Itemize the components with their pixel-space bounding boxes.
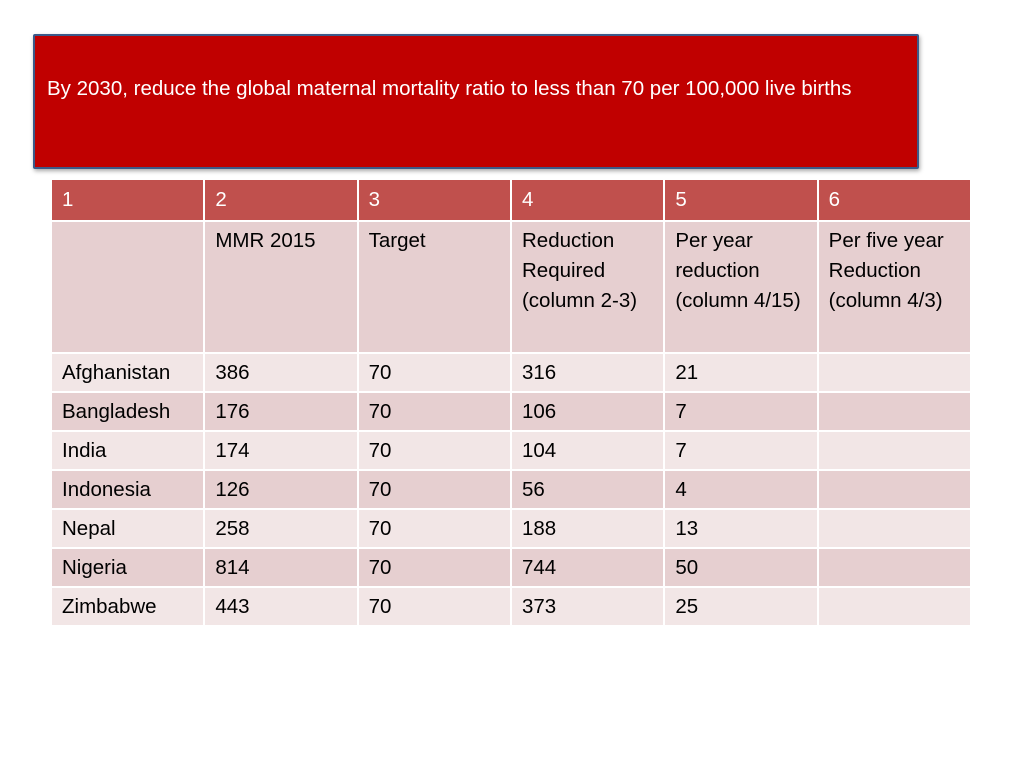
mmr-cell: 443 <box>205 588 357 625</box>
header-cell-6: 6 <box>818 180 970 220</box>
reduction-cell: 188 <box>511 510 664 547</box>
per-year-cell: 7 <box>665 393 817 430</box>
table-row: Zimbabwe 443 70 373 25 <box>52 588 970 625</box>
per-five-year-cell <box>818 588 970 625</box>
table-row: Afghanistan 386 70 316 21 <box>52 354 970 391</box>
per-five-year-cell <box>818 510 970 547</box>
reduction-cell: 373 <box>511 588 664 625</box>
slide-title-box: By 2030, reduce the global maternal mort… <box>33 34 919 169</box>
header-cell-1: 1 <box>52 180 204 220</box>
per-five-year-cell <box>818 432 970 469</box>
mmr-cell: 176 <box>205 393 357 430</box>
subheader-country <box>52 222 204 352</box>
target-cell: 70 <box>358 393 510 430</box>
slide-title: By 2030, reduce the global maternal mort… <box>47 77 852 100</box>
mmr-table: 1 2 3 4 5 6 MMR 2015 Target Reduction Re… <box>50 178 972 627</box>
header-cell-3: 3 <box>358 180 510 220</box>
reduction-cell: 104 <box>511 432 664 469</box>
per-year-cell: 50 <box>665 549 817 586</box>
per-year-cell: 4 <box>665 471 817 508</box>
country-cell: Afghanistan <box>52 354 204 391</box>
target-cell: 70 <box>358 432 510 469</box>
target-cell: 70 <box>358 549 510 586</box>
subheader-mmr-2015: MMR 2015 <box>205 222 357 352</box>
per-five-year-cell <box>818 471 970 508</box>
target-cell: 70 <box>358 588 510 625</box>
header-cell-4: 4 <box>511 180 664 220</box>
header-cell-2: 2 <box>205 180 357 220</box>
per-five-year-cell <box>818 549 970 586</box>
per-year-cell: 13 <box>665 510 817 547</box>
country-cell: Nigeria <box>52 549 204 586</box>
header-cell-5: 5 <box>665 180 817 220</box>
mmr-cell: 258 <box>205 510 357 547</box>
target-cell: 70 <box>358 510 510 547</box>
target-cell: 70 <box>358 471 510 508</box>
mmr-cell: 814 <box>205 549 357 586</box>
table-row: Nigeria 814 70 744 50 <box>52 549 970 586</box>
mmr-cell: 386 <box>205 354 357 391</box>
table-subheader-row: MMR 2015 Target Reduction Required (colu… <box>52 222 970 352</box>
per-five-year-cell <box>818 354 970 391</box>
subheader-per-year-reduction: Per year reduction (column 4/15) <box>665 222 817 352</box>
country-cell: Zimbabwe <box>52 588 204 625</box>
per-year-cell: 7 <box>665 432 817 469</box>
target-cell: 70 <box>358 354 510 391</box>
table-header-row: 1 2 3 4 5 6 <box>52 180 970 220</box>
reduction-cell: 316 <box>511 354 664 391</box>
table-row: Nepal 258 70 188 13 <box>52 510 970 547</box>
country-cell: India <box>52 432 204 469</box>
per-year-cell: 25 <box>665 588 817 625</box>
per-year-cell: 21 <box>665 354 817 391</box>
country-cell: Indonesia <box>52 471 204 508</box>
subheader-reduction-required: Reduction Required (column 2-3) <box>511 222 664 352</box>
table-row: Bangladesh 176 70 106 7 <box>52 393 970 430</box>
reduction-cell: 106 <box>511 393 664 430</box>
subheader-per-five-year-reduction: Per five year Reduction (column 4/3) <box>818 222 970 352</box>
country-cell: Bangladesh <box>52 393 204 430</box>
reduction-cell: 56 <box>511 471 664 508</box>
country-cell: Nepal <box>52 510 204 547</box>
table-row: India 174 70 104 7 <box>52 432 970 469</box>
per-five-year-cell <box>818 393 970 430</box>
reduction-cell: 744 <box>511 549 664 586</box>
mmr-cell: 126 <box>205 471 357 508</box>
subheader-target: Target <box>358 222 510 352</box>
table-row: Indonesia 126 70 56 4 <box>52 471 970 508</box>
mmr-cell: 174 <box>205 432 357 469</box>
